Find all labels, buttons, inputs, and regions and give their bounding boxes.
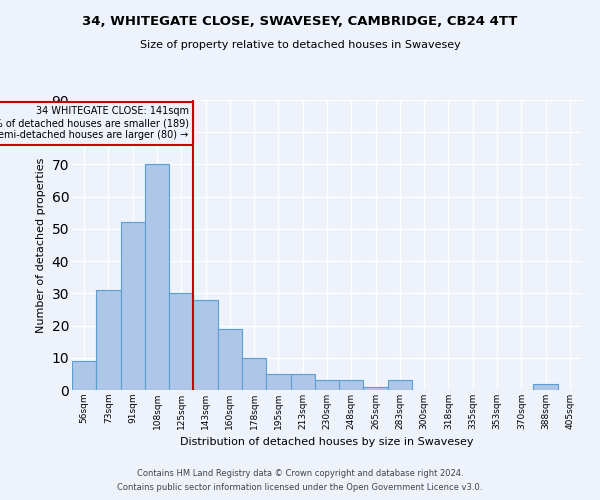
Bar (533, 384, 558, 390)
Text: 34, WHITEGATE CLOSE, SWAVESEY, CAMBRIDGE, CB24 4TT: 34, WHITEGATE CLOSE, SWAVESEY, CAMBRIDGE… (82, 15, 518, 28)
Bar (339, 380, 364, 390)
Bar (364, 387, 388, 390)
Bar (242, 358, 266, 390)
Bar (290, 374, 315, 390)
Text: Contains public sector information licensed under the Open Government Licence v3: Contains public sector information licen… (118, 484, 482, 492)
Y-axis label: Number of detached properties: Number of detached properties (36, 158, 46, 332)
Bar (96, 290, 121, 390)
Bar (193, 300, 218, 390)
X-axis label: Distribution of detached houses by size in Swavesey: Distribution of detached houses by size … (180, 438, 474, 448)
Text: 34 WHITEGATE CLOSE: 141sqm
← 70% of detached houses are smaller (189)
30% of sem: 34 WHITEGATE CLOSE: 141sqm ← 70% of deta… (0, 106, 188, 140)
Bar (121, 222, 145, 390)
Bar (315, 380, 339, 390)
Bar (388, 380, 412, 390)
Bar (218, 329, 242, 390)
Bar (145, 164, 169, 390)
Bar (266, 374, 290, 390)
Text: Contains HM Land Registry data © Crown copyright and database right 2024.: Contains HM Land Registry data © Crown c… (137, 468, 463, 477)
Text: Size of property relative to detached houses in Swavesey: Size of property relative to detached ho… (140, 40, 460, 50)
Bar (169, 294, 193, 390)
Bar (72, 361, 96, 390)
